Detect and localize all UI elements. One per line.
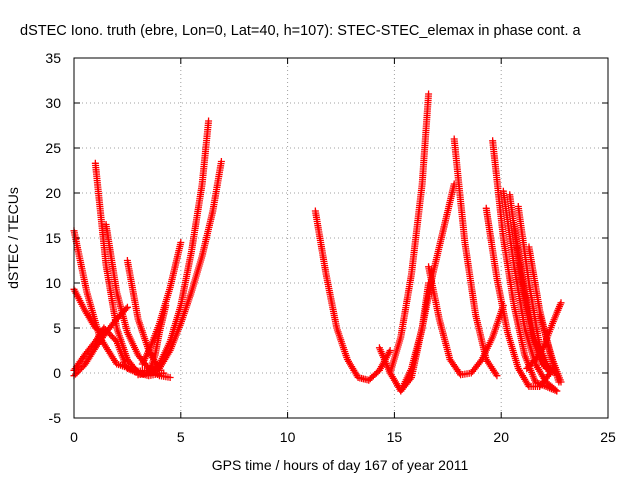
data-series-9 (134, 158, 225, 379)
data-point (493, 372, 501, 380)
x-tick-label: 25 (600, 429, 616, 445)
data-series-11 (145, 302, 170, 377)
y-tick-label: 30 (45, 95, 61, 111)
data-point (425, 90, 433, 98)
data-point (177, 239, 185, 246)
y-axis-label: dSTEC / TECUs (5, 187, 21, 289)
data-point (217, 158, 225, 165)
data-series-26 (523, 299, 565, 372)
data-point (78, 364, 86, 372)
data-series-20 (499, 187, 561, 395)
data-series-12 (311, 207, 394, 384)
data-series-8 (123, 117, 213, 377)
x-tick-label: 20 (493, 429, 509, 445)
x-tick-label: 5 (177, 429, 185, 445)
y-tick-label: 15 (45, 230, 61, 246)
plot-frame (73, 57, 609, 419)
data-points (70, 90, 565, 395)
data-point (76, 366, 84, 374)
data-series-17 (450, 135, 501, 380)
data-point (551, 386, 559, 394)
data-point (557, 299, 565, 307)
x-tick-label: 10 (280, 429, 296, 445)
data-point (386, 347, 394, 354)
data-series-14 (386, 90, 433, 377)
y-tick-label: -5 (49, 410, 62, 426)
y-tick-label: 20 (45, 185, 61, 201)
data-point (546, 369, 554, 377)
data-point (205, 117, 213, 125)
data-point (123, 303, 131, 311)
data-point (162, 302, 170, 309)
y-tick-label: 0 (53, 365, 61, 381)
y-tick-label: 5 (53, 320, 61, 336)
data-point (166, 374, 174, 381)
y-tick-label: 35 (45, 50, 61, 66)
data-point (553, 387, 561, 395)
data-series-10 (138, 239, 185, 368)
data-series-23 (514, 203, 554, 377)
y-tick-label: 10 (45, 275, 61, 291)
x-tick-label: 15 (387, 429, 403, 445)
x-axis-label: GPS time / hours of day 167 of year 2011 (212, 457, 469, 473)
data-series-4 (70, 324, 129, 374)
chart-title: dSTEC Iono. truth (ebre, Lon=0, Lat=40, … (20, 23, 582, 39)
data-series-6 (102, 221, 174, 381)
x-tick-label: 0 (70, 429, 78, 445)
data-point (557, 378, 565, 386)
y-tick-label: 25 (45, 140, 61, 156)
